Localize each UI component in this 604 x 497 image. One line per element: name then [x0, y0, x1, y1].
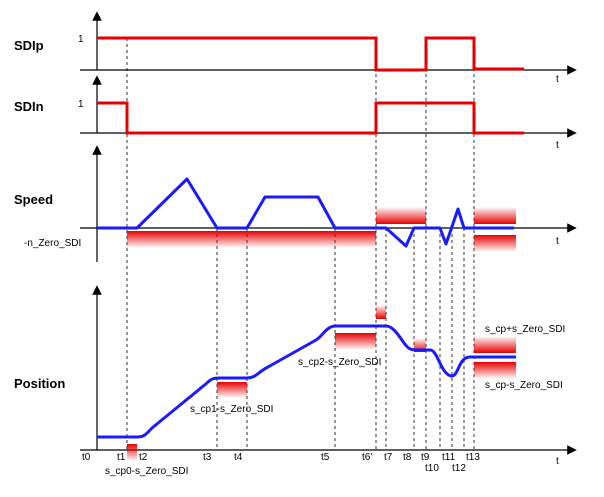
tick-t2: t2: [139, 452, 148, 463]
label-position: Position: [14, 376, 65, 391]
sdip-t-label: t: [556, 74, 559, 85]
speed-bands: [127, 207, 516, 252]
sdip-one-label: 1: [78, 34, 84, 45]
tick-t13: t13: [466, 452, 480, 463]
annot-cp2: s_cp2-s_Zero_SDI: [298, 357, 381, 368]
band-cp-plus: [474, 336, 516, 353]
position-curve: [97, 324, 516, 439]
band-cp0: [127, 444, 137, 461]
sdin-t-label: t: [556, 140, 559, 151]
position-t-label: t: [556, 456, 559, 467]
band-speed-low: [127, 231, 376, 248]
tick-t1: t1: [117, 452, 126, 463]
label-sdip: SDIp: [14, 38, 44, 53]
sdip-signal: [97, 36, 524, 72]
tick-t9: t9: [421, 452, 430, 463]
annot-cp-minus: s_cp-s_Zero_SDI: [485, 380, 563, 391]
tick-t10: t10: [425, 463, 439, 474]
band-cp2: [335, 333, 376, 350]
tick-t11: t11: [442, 452, 456, 463]
time-tick-labels: t0 t1 t2 t3 t4 t5 t6' t7 t8 t9 t10 t11 t…: [82, 452, 480, 474]
tick-t6: t6': [362, 452, 372, 463]
sdip-axes: 1 t: [78, 11, 577, 85]
speed-threshold-label: -n_Zero_SDI: [24, 238, 81, 249]
label-speed: Speed: [14, 192, 53, 207]
label-sdin: SDIn: [14, 99, 44, 114]
sdin-axes: 1 t: [78, 75, 577, 151]
annot-cp-plus: s_cp+s_Zero_SDI: [485, 324, 565, 335]
annot-cp1: s_cp1-s_Zero_SDI: [190, 404, 273, 415]
band-cp1: [217, 382, 247, 398]
tick-t8: t8: [403, 452, 412, 463]
position-bands: [127, 305, 516, 461]
tick-t4: t4: [234, 452, 243, 463]
band-speed-low-2: [474, 235, 516, 252]
tick-t0: t0: [82, 452, 91, 463]
band-cp2-up: [376, 305, 386, 319]
position-axes: t: [80, 285, 577, 467]
tick-t5: t5: [321, 452, 330, 463]
tick-t3: t3: [203, 452, 212, 463]
speed-t-label: t: [556, 236, 559, 247]
sdin-signal: [97, 101, 524, 135]
speed-curve: [97, 177, 514, 248]
band-speed-high-2: [474, 207, 516, 224]
tick-t12: t12: [452, 463, 466, 474]
sdin-one-label: 1: [78, 99, 84, 110]
band-speed-high-1: [376, 207, 426, 224]
band-cp-minus: [474, 362, 516, 379]
annot-cp0: s_cp0-s_Zero_SDI: [105, 466, 188, 477]
tick-t7: t7: [384, 452, 393, 463]
